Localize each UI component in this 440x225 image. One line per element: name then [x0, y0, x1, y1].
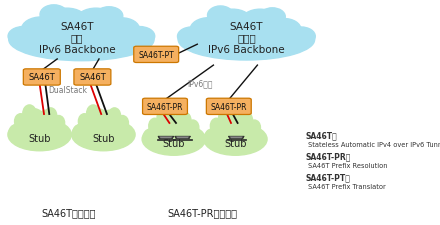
- Polygon shape: [176, 137, 189, 139]
- FancyBboxPatch shape: [134, 47, 179, 63]
- Text: SA46T Prefix Translator: SA46T Prefix Translator: [306, 183, 385, 189]
- Ellipse shape: [73, 125, 86, 140]
- Polygon shape: [228, 137, 244, 139]
- Ellipse shape: [76, 9, 116, 34]
- Text: IPv6のみ: IPv6のみ: [187, 79, 213, 88]
- Ellipse shape: [252, 131, 264, 145]
- Ellipse shape: [72, 119, 135, 151]
- Ellipse shape: [56, 126, 69, 141]
- Ellipse shape: [112, 120, 128, 137]
- Ellipse shape: [103, 19, 139, 41]
- Ellipse shape: [214, 10, 252, 34]
- Ellipse shape: [234, 115, 250, 133]
- Ellipse shape: [241, 113, 253, 128]
- Text: Stub: Stub: [28, 133, 51, 143]
- Ellipse shape: [157, 110, 170, 127]
- Ellipse shape: [40, 6, 68, 25]
- Text: SA46T-PR: SA46T-PR: [147, 102, 183, 111]
- Ellipse shape: [124, 27, 155, 47]
- Ellipse shape: [53, 116, 65, 130]
- Ellipse shape: [23, 106, 36, 122]
- Ellipse shape: [190, 131, 203, 145]
- Polygon shape: [227, 139, 246, 140]
- Text: SA46T: SA46T: [29, 73, 55, 82]
- Ellipse shape: [102, 111, 118, 129]
- Ellipse shape: [9, 20, 154, 61]
- Ellipse shape: [222, 114, 239, 133]
- Ellipse shape: [179, 113, 191, 128]
- Ellipse shape: [120, 126, 132, 141]
- Text: Stub: Stub: [224, 138, 247, 148]
- Text: SA46Tドメイン: SA46Tドメイン: [41, 208, 95, 218]
- Text: SA46T-PRドメイン: SA46T-PRドメイン: [167, 208, 238, 218]
- Ellipse shape: [142, 123, 205, 156]
- Text: SA46T-PT: SA46T-PT: [138, 51, 174, 60]
- Ellipse shape: [241, 10, 279, 34]
- Ellipse shape: [149, 119, 161, 134]
- Ellipse shape: [15, 114, 26, 129]
- Text: SA46T-PR: SA46T-PR: [211, 102, 247, 111]
- Text: Stub: Stub: [92, 133, 115, 143]
- Ellipse shape: [187, 121, 199, 135]
- Ellipse shape: [210, 119, 222, 134]
- Ellipse shape: [95, 8, 123, 26]
- Ellipse shape: [79, 118, 96, 136]
- Ellipse shape: [219, 110, 232, 127]
- Text: DualStack: DualStack: [49, 86, 88, 94]
- Ellipse shape: [205, 130, 218, 145]
- Polygon shape: [157, 139, 175, 140]
- Text: Stateless Automatic IPv4 over IPv6 Tunneling: Stateless Automatic IPv4 over IPv6 Tunne…: [306, 141, 440, 147]
- Ellipse shape: [183, 125, 198, 142]
- Ellipse shape: [149, 122, 167, 140]
- Ellipse shape: [249, 121, 260, 135]
- Polygon shape: [158, 137, 174, 139]
- Ellipse shape: [38, 111, 54, 129]
- Ellipse shape: [204, 123, 267, 156]
- Ellipse shape: [90, 109, 107, 128]
- Ellipse shape: [143, 130, 157, 145]
- Ellipse shape: [160, 114, 178, 133]
- Ellipse shape: [172, 115, 188, 133]
- Ellipse shape: [15, 118, 33, 136]
- Ellipse shape: [190, 18, 227, 42]
- Ellipse shape: [177, 28, 206, 46]
- FancyBboxPatch shape: [143, 99, 187, 115]
- Ellipse shape: [117, 116, 128, 130]
- Ellipse shape: [208, 7, 234, 25]
- Ellipse shape: [8, 119, 71, 151]
- Ellipse shape: [244, 125, 260, 142]
- Ellipse shape: [267, 19, 301, 41]
- Text: SA46T
非対応
IPv6 Backbone: SA46T 非対応 IPv6 Backbone: [208, 22, 285, 55]
- Ellipse shape: [45, 108, 57, 124]
- Ellipse shape: [22, 18, 62, 42]
- Text: SA46T-PR：: SA46T-PR：: [306, 151, 351, 160]
- Polygon shape: [175, 137, 191, 139]
- Polygon shape: [173, 139, 192, 140]
- Text: SA46T-PT：: SA46T-PT：: [306, 172, 351, 181]
- Ellipse shape: [87, 106, 100, 122]
- Text: Stub: Stub: [162, 138, 185, 148]
- Ellipse shape: [26, 109, 44, 128]
- Ellipse shape: [286, 28, 315, 46]
- Text: SA46T Prefix Resolution: SA46T Prefix Resolution: [306, 162, 387, 168]
- Ellipse shape: [78, 114, 90, 129]
- Ellipse shape: [109, 108, 121, 124]
- Text: SA46T: SA46T: [79, 73, 106, 82]
- Polygon shape: [160, 137, 172, 139]
- Polygon shape: [230, 137, 242, 139]
- Ellipse shape: [259, 9, 285, 26]
- Ellipse shape: [48, 120, 64, 137]
- Ellipse shape: [9, 125, 22, 140]
- FancyBboxPatch shape: [206, 99, 251, 115]
- Ellipse shape: [8, 27, 39, 47]
- FancyBboxPatch shape: [74, 70, 111, 86]
- Ellipse shape: [47, 9, 87, 34]
- Text: SA46T：: SA46T：: [306, 130, 337, 140]
- Ellipse shape: [178, 20, 315, 61]
- Text: SA46T
対応
IPv6 Backbone: SA46T 対応 IPv6 Backbone: [39, 22, 115, 55]
- FancyBboxPatch shape: [23, 70, 60, 86]
- Ellipse shape: [211, 122, 228, 140]
